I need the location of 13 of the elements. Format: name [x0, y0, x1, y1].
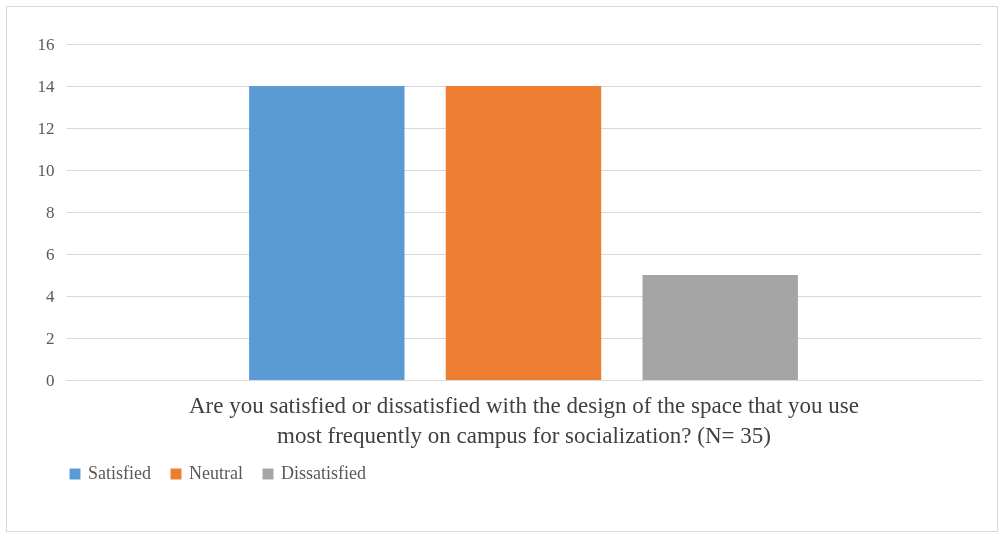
y-tick-label: 16	[37, 34, 55, 54]
legend-label: Neutral	[189, 463, 243, 483]
y-tick-label: 10	[37, 160, 55, 180]
y-tick-label: 6	[46, 244, 55, 264]
y-tick-label: 0	[46, 370, 55, 390]
y-tick-label: 4	[46, 286, 55, 306]
legend-label: Dissatisfied	[281, 463, 366, 483]
legend-label: Satisfied	[88, 463, 151, 483]
y-tick-label: 14	[37, 76, 55, 96]
y-tick-label: 12	[37, 118, 55, 138]
y-tick-label: 2	[46, 328, 55, 348]
x-axis-title: Are you satisfied or dissatisfied with the design of the space that you use most frequently on campus for socialization? (N= 35)	[188, 392, 860, 448]
y-tick-label: 8	[46, 202, 55, 222]
